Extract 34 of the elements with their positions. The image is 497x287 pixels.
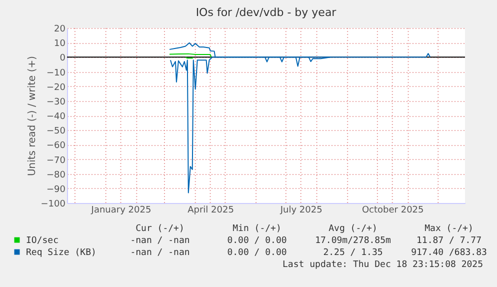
y-tick-label: −70: [46, 156, 66, 166]
text: 917.40 /683.83: [411, 248, 487, 258]
chart-title: IOs for /dev/vdb - by year: [196, 6, 337, 19]
text: Max (-/+): [424, 224, 474, 234]
text: 0.00 / 0.00: [227, 236, 287, 246]
text: -nan / -nan: [130, 248, 190, 258]
y-tick-label: −10: [46, 68, 66, 78]
legend-label: Req Size (KB): [26, 248, 96, 258]
x-tick-label: July 2025: [279, 206, 322, 216]
text: 11.87 / 7.77: [416, 236, 482, 246]
y-tick-label: −80: [46, 170, 66, 180]
text: Min (-/+): [232, 224, 282, 234]
legend-label: IO/sec: [26, 236, 59, 246]
y-tick-label: 0: [60, 54, 66, 64]
y-tick-label: −50: [46, 126, 66, 137]
y-axis-title: Units read (-) / write (+): [26, 56, 38, 176]
y-tick-label: −20: [46, 82, 66, 93]
y-tick-label: −100: [40, 200, 66, 210]
text: Avg (-/+): [328, 224, 378, 234]
text: 0.00 / 0.00: [227, 248, 287, 258]
text: -nan / -nan: [130, 236, 190, 246]
y-tick-label: 20: [54, 24, 66, 34]
text: Cur (-/+): [136, 224, 184, 234]
y-tick-label: −40: [46, 112, 66, 122]
text: 17.09m/278.85m: [315, 236, 391, 246]
y-tick-label: 10: [54, 39, 66, 50]
text: 2.25 / 1.35: [323, 248, 383, 258]
y-tick-label: −90: [46, 184, 66, 195]
x-tick-label: October 2025: [362, 206, 424, 216]
x-tick-label: April 2025: [188, 206, 234, 216]
x-tick-label: January 2025: [90, 206, 152, 216]
y-tick-label: −30: [46, 97, 66, 108]
y-tick-label: −60: [46, 141, 66, 152]
text: Last update: Thu Dec 18 23:15:08 2025: [282, 260, 483, 270]
